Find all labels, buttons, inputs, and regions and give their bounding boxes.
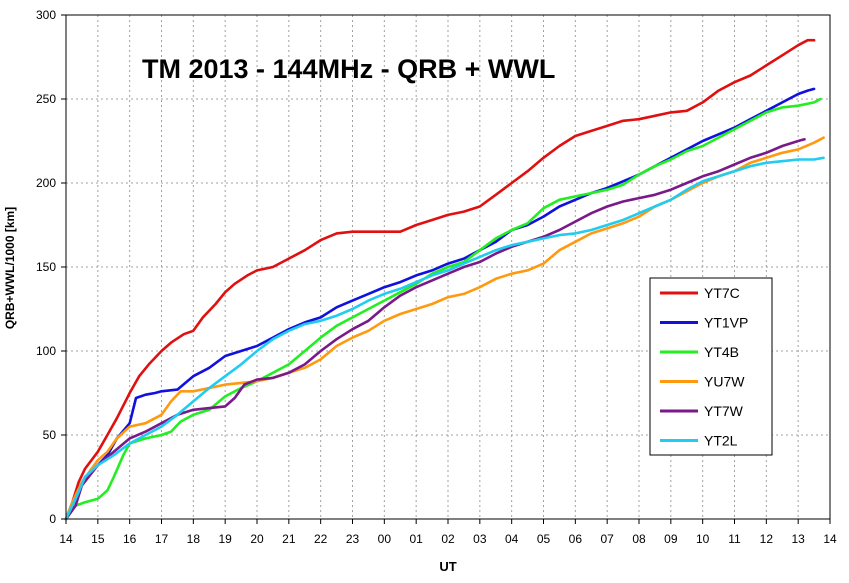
x-tick-label: 15 xyxy=(91,532,105,546)
x-tick-label: 14 xyxy=(59,532,73,546)
x-tick-label: 17 xyxy=(155,532,169,546)
x-tick-label: 13 xyxy=(791,532,805,546)
x-tick-label: 19 xyxy=(218,532,232,546)
y-tick-label: 50 xyxy=(43,428,57,442)
x-tick-label: 21 xyxy=(282,532,296,546)
x-tick-label: 22 xyxy=(314,532,328,546)
x-tick-label: 02 xyxy=(441,532,455,546)
series-line-yt4b xyxy=(64,97,822,521)
legend-label: YT7W xyxy=(704,403,744,419)
x-tick-label: 09 xyxy=(664,532,678,546)
y-tick-label: 100 xyxy=(36,344,56,358)
x-tick-label: 11 xyxy=(728,532,741,546)
chart-title: TM 2013 - 144MHz - QRB + WWL xyxy=(142,54,555,84)
x-tick-label: 01 xyxy=(409,532,423,546)
legend-items: YT7C YT1VP YT4B YU7W YT7W YT2L xyxy=(660,285,748,449)
x-tick-label: 20 xyxy=(250,532,264,546)
x-tick-label: 03 xyxy=(473,532,487,546)
legend-label: YT4B xyxy=(704,344,739,360)
legend-box xyxy=(649,277,773,456)
series-line-yt2l xyxy=(64,156,825,521)
series-line-yt7c xyxy=(64,38,816,521)
y-tick-label: 200 xyxy=(36,176,56,190)
x-tick-label: 16 xyxy=(123,532,137,546)
y-tick-label: 300 xyxy=(36,8,56,22)
legend: YT7C YT1VP YT4B YU7W YT7W YT2L xyxy=(649,277,773,456)
y-tick-label: 150 xyxy=(36,260,56,274)
x-axis-label: UT xyxy=(439,559,456,574)
x-tick-label: 18 xyxy=(187,532,201,546)
y-tick-label: 0 xyxy=(49,512,56,526)
x-tick-label: 04 xyxy=(505,532,519,546)
x-axis-ticks: 14 15 16 17 18 19 20 21 22 23 00 01 02 03 04 05 06 07 08 09… xyxy=(59,519,837,546)
x-tick-label: 05 xyxy=(537,532,551,546)
series-lines xyxy=(64,38,825,521)
x-tick-label: 06 xyxy=(569,532,583,546)
series-line-yu7w xyxy=(64,136,825,521)
x-tick-label: 14 xyxy=(823,532,837,546)
x-tick-label: 08 xyxy=(632,532,646,546)
series-line-yt1vp xyxy=(64,87,816,521)
x-tick-label: 07 xyxy=(600,532,614,546)
y-axis-label: QRB+WWL/1000 [km] xyxy=(3,207,17,329)
legend-label: YU7W xyxy=(704,374,745,390)
x-tick-label: 12 xyxy=(760,532,774,546)
legend-label: YT7C xyxy=(704,285,740,301)
x-tick-label: 00 xyxy=(378,532,392,546)
x-tick-label: 23 xyxy=(346,532,360,546)
y-tick-label: 250 xyxy=(36,92,56,106)
legend-label: YT2L xyxy=(704,433,738,449)
x-tick-label: 10 xyxy=(696,532,710,546)
legend-label: YT1VP xyxy=(704,315,748,331)
y-axis-ticks: 0 50 100 150 200 250 300 xyxy=(36,8,66,526)
